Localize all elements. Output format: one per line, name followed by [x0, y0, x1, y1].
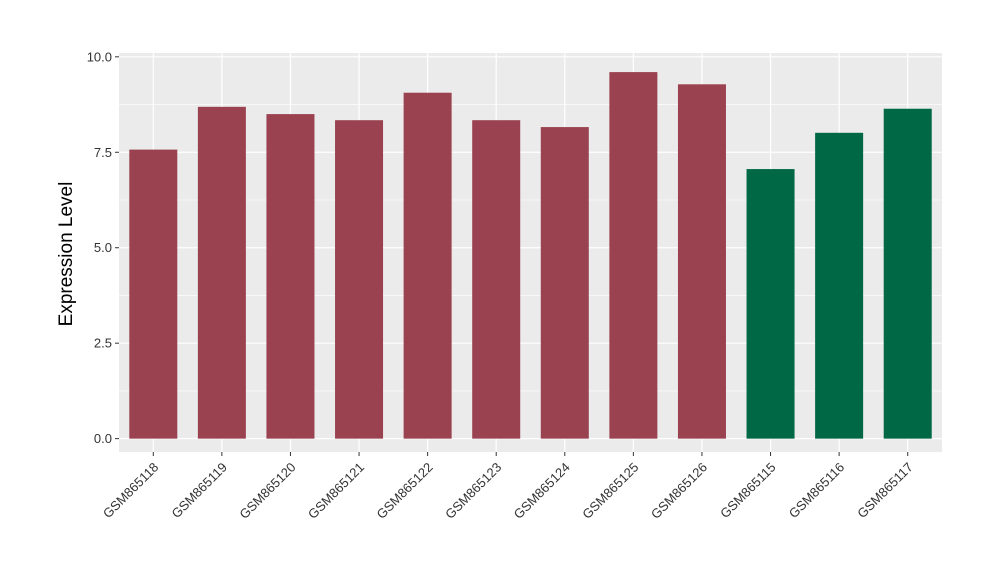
y-tick-label: 0.0	[94, 431, 112, 446]
x-tick-label: GSM865121	[305, 460, 367, 522]
bar-GSM865116	[815, 132, 864, 439]
bar-GSM865124	[540, 127, 589, 439]
y-tick-label: 2.5	[94, 336, 112, 351]
plot-panel	[119, 53, 942, 452]
y-axis: 0.0 2.5 5.0 7.5 10.0	[87, 49, 119, 446]
bar-GSM865119	[197, 106, 246, 439]
x-tick-label: GSM865118	[100, 460, 162, 522]
y-tick-label: 5.0	[94, 240, 112, 255]
x-tick-label: GSM865124	[511, 460, 573, 522]
x-tick-label: GSM865117	[854, 460, 916, 522]
x-tick-label: GSM865123	[442, 460, 504, 522]
bar-GSM865121	[335, 120, 384, 439]
x-tick-label: GSM865119	[168, 460, 230, 522]
bar-GSM865117	[883, 108, 932, 439]
bar-GSM865120	[266, 114, 315, 439]
bar-GSM865126	[677, 84, 726, 439]
x-tick-label: GSM865126	[648, 460, 710, 522]
x-tick-label: GSM865120	[236, 460, 298, 522]
x-tick-label: GSM865122	[374, 460, 436, 522]
x-tick-label: GSM865125	[579, 460, 641, 522]
bars	[129, 72, 932, 439]
bar-GSM865115	[746, 169, 795, 439]
bar-GSM865125	[609, 72, 658, 439]
y-axis-title: Expression Level	[56, 182, 77, 327]
bar-GSM865123	[472, 120, 521, 439]
x-tick-label: GSM865116	[786, 460, 848, 522]
x-tick-label: GSM865115	[717, 460, 779, 522]
bar-GSM865122	[403, 92, 452, 439]
y-tick-label: 10.0	[87, 49, 112, 64]
bar-GSM865118	[129, 149, 178, 439]
x-axis: GSM865118 GSM865119 GSM865120 GSM865121 GSM8…	[100, 452, 916, 522]
minor-gridlines	[119, 104, 942, 392]
y-tick-label: 7.5	[94, 145, 112, 160]
